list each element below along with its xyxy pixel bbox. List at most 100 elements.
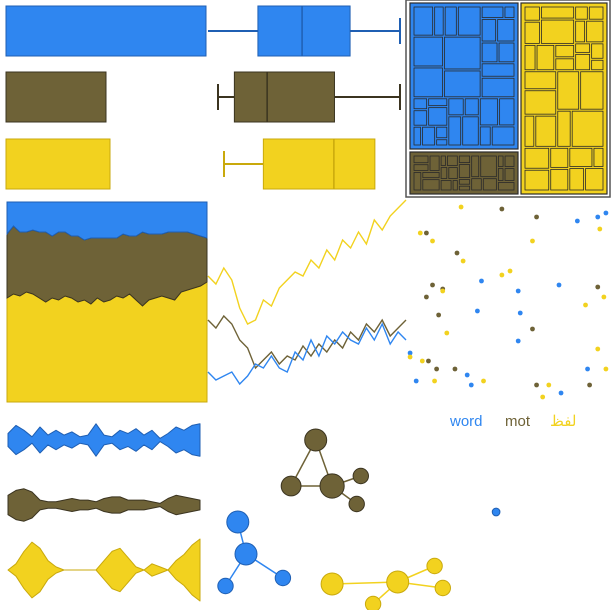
treemap-cell-yellow [593, 147, 604, 167]
scatter-point-blue [595, 214, 601, 220]
bar-olive [5, 71, 107, 123]
treemap-cell-olive [458, 179, 471, 185]
treemap-cell-blue [444, 70, 481, 98]
treemap-cell-yellow [557, 71, 580, 110]
bar-chart [5, 5, 207, 190]
bar-blue [5, 5, 207, 57]
network-node-blue [217, 577, 234, 595]
treemap-cell-yellow [536, 44, 555, 71]
scatter-plot [407, 204, 609, 400]
scatter-point-blue [479, 278, 484, 284]
treemap-cell-yellow [591, 43, 604, 59]
treemap-cell-blue [497, 19, 515, 42]
treemap-cell-blue [448, 116, 462, 146]
treemap-cell-yellow [524, 115, 535, 147]
box-iqr-olive [233, 71, 335, 123]
treemap-cell-yellow [535, 115, 557, 147]
treemap-cell-olive [458, 185, 471, 191]
scatter-point-olive [452, 366, 458, 372]
network-node-blue [491, 507, 501, 517]
treemap-cell-blue [504, 6, 515, 18]
violin-blue [7, 423, 201, 457]
violin-yellow [7, 538, 201, 602]
scatter-point-yellow [430, 238, 435, 244]
treemap-cell-yellow [550, 168, 569, 191]
network-graphs [217, 428, 501, 610]
treemap-cell-olive [471, 155, 480, 178]
scatter-point-olive [534, 214, 539, 220]
treemap-cell-olive [458, 155, 471, 163]
scatter-point-yellow [597, 226, 603, 232]
treemap-cell-yellow [571, 110, 604, 147]
line-series-blue [207, 322, 407, 386]
network-node-yellow [364, 595, 382, 610]
treemap-cell-yellow [575, 53, 591, 71]
treemap-cell-blue [491, 126, 515, 146]
treemap-cell-blue [481, 42, 498, 63]
scatter-point-olive [587, 382, 592, 388]
treemap-cell-yellow [541, 6, 575, 19]
treemap-cell-olive [448, 167, 458, 179]
scatter-point-blue [407, 350, 413, 356]
treemap-cell-yellow [575, 43, 591, 53]
treemap-cell-olive [497, 182, 515, 191]
treemap-cell-blue [428, 98, 448, 107]
treemap-cell-blue [481, 77, 515, 98]
scatter-point-yellow [546, 382, 552, 388]
scatter-point-olive [595, 284, 601, 290]
scatter-point-blue [464, 372, 470, 378]
treemap-cell-yellow [591, 59, 604, 71]
treemap-cell-blue [422, 126, 436, 146]
treemap-cell-blue [413, 67, 443, 98]
line-chart [207, 199, 407, 386]
scatter-point-blue [515, 288, 521, 294]
treemap-cell-yellow [569, 168, 584, 191]
treemap-cell-blue [462, 116, 479, 146]
treemap-cell-blue [413, 126, 421, 146]
scatter-point-blue [468, 382, 474, 388]
treemap-cell-olive [482, 178, 497, 191]
scatter-point-yellow [530, 238, 535, 244]
legend-label-word: word [449, 413, 483, 430]
scatter-point-olive [454, 250, 460, 256]
legend-label-mot: mot [505, 413, 531, 430]
treemap-cell-blue [498, 42, 515, 63]
box-iqr-blue [257, 5, 351, 57]
treemap-cell-blue [464, 98, 479, 116]
network-node-olive [348, 495, 365, 513]
scatter-point-yellow [417, 230, 423, 236]
box-iqr-yellow [262, 138, 376, 190]
network-node-olive [352, 467, 369, 485]
network-node-yellow [386, 570, 410, 594]
treemap-cell-blue [444, 6, 457, 36]
legend-label-lafz: لفظ [550, 413, 576, 430]
network-node-blue [234, 542, 258, 566]
treemap-cell-olive [504, 168, 515, 181]
treemap-cell-blue [413, 110, 428, 126]
scatter-point-yellow [481, 378, 486, 384]
treemap-cell-olive [429, 155, 440, 171]
scatter-point-olive [534, 382, 539, 388]
area-series-blue [6, 201, 208, 241]
scatter-point-yellow [583, 302, 588, 308]
network-node-olive [280, 475, 302, 497]
scatter-point-blue [556, 282, 562, 288]
treemap-cell-olive [440, 180, 452, 191]
treemap-cell-yellow [524, 147, 550, 169]
treemap-cell-blue [479, 98, 499, 126]
scatter-point-yellow [499, 272, 505, 278]
scatter-point-blue [475, 308, 480, 314]
scatter-point-olive [430, 282, 435, 288]
scatter-point-olive [434, 366, 439, 372]
treemap-cell-blue [481, 6, 504, 18]
scatter-point-olive [436, 312, 442, 318]
treemap-cell-olive [480, 155, 497, 178]
scatter-point-yellow [507, 268, 513, 274]
scatter-point-blue [517, 310, 523, 316]
scatter-point-olive [426, 358, 431, 364]
treemap-cell-olive [471, 178, 482, 191]
line-series-yellow [207, 199, 407, 325]
treemap-cell-yellow [588, 6, 604, 20]
treemap-cell-yellow [524, 90, 557, 115]
